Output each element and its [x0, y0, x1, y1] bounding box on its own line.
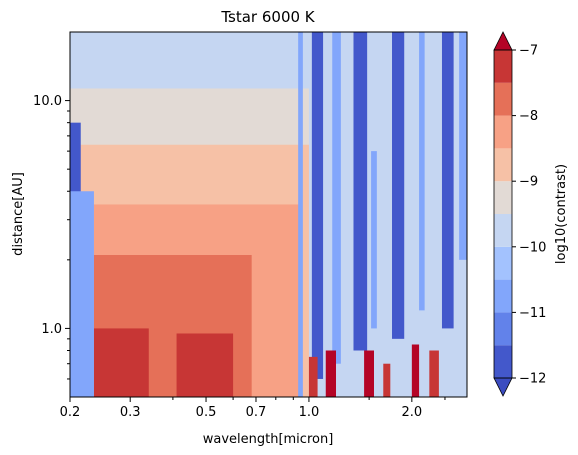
y-tick-label: 10.0	[33, 94, 62, 109]
colorbar-band	[494, 312, 512, 346]
colorbar-tick-label: −8	[519, 109, 538, 124]
contour-region-5	[93, 328, 149, 397]
colorbar-tick-label: −9	[519, 175, 538, 190]
colorbar-tick-label: −7	[519, 44, 538, 59]
absorption-band-0	[298, 32, 303, 397]
colorbar-band	[494, 115, 512, 149]
colorbar-frame	[493, 49, 513, 379]
x-tick-label: 2.0	[401, 405, 422, 420]
plot-frame	[69, 31, 468, 398]
x-tick-label: 0.3	[120, 405, 141, 420]
x-tick-label: 0.2	[60, 405, 81, 420]
absorption-band-3	[353, 32, 368, 351]
absorption-band-1	[311, 32, 324, 379]
contour-region-8	[70, 191, 94, 397]
colorbar-band	[494, 214, 512, 247]
absorption-band-6	[419, 32, 425, 311]
colorbar-band	[494, 82, 512, 116]
colorbar-under-arrow	[493, 377, 513, 397]
colorbar-tick-label: −10	[519, 240, 546, 255]
absorption-band-7	[441, 32, 454, 329]
contrast-hotspot-3	[383, 363, 391, 397]
x-tick-label: 0.5	[196, 405, 217, 420]
colorbar-band	[494, 50, 512, 83]
colorbar-over-arrow	[493, 31, 513, 51]
colorbar-band	[494, 246, 512, 280]
absorption-band-8	[459, 32, 467, 260]
colorbar-tick-label: −11	[519, 306, 546, 321]
colorbar-label: log10(contrast)	[554, 164, 569, 264]
contour-region-6	[176, 333, 234, 397]
x-tick-label: 0.7	[246, 405, 267, 420]
colorbar-band	[494, 279, 512, 313]
contrast-hotspot-0	[308, 356, 318, 397]
y-axis: 1.0 10.0	[33, 94, 70, 380]
colorbar-tick-label: −12	[519, 372, 546, 387]
contrast-hotspot-2	[364, 350, 374, 397]
y-axis-label: distance[AU]	[11, 172, 26, 256]
absorption-band-5	[392, 32, 405, 339]
colorbar-band	[494, 181, 512, 214]
x-tick-label: 1.0	[299, 405, 320, 420]
contrast-hotspot-5	[429, 350, 439, 397]
chart-title: Tstar 6000 K	[220, 8, 315, 26]
contrast-hotspot-1	[325, 350, 336, 397]
absorption-band-2	[332, 32, 341, 364]
contrast-hotspot-4	[411, 344, 420, 397]
colorbar-band	[494, 345, 512, 378]
colorbar-band	[494, 148, 512, 182]
absorption-band-4	[371, 151, 377, 329]
colorbar: −12 −11 −10 −9 −8 −7	[493, 31, 546, 397]
plot-area	[70, 32, 467, 397]
y-tick-label: 1.0	[41, 322, 62, 337]
x-axis-label: wavelength[micron]	[203, 432, 334, 447]
x-axis: 0.2 0.3 0.5 0.7 1.0 2.0	[60, 397, 446, 420]
